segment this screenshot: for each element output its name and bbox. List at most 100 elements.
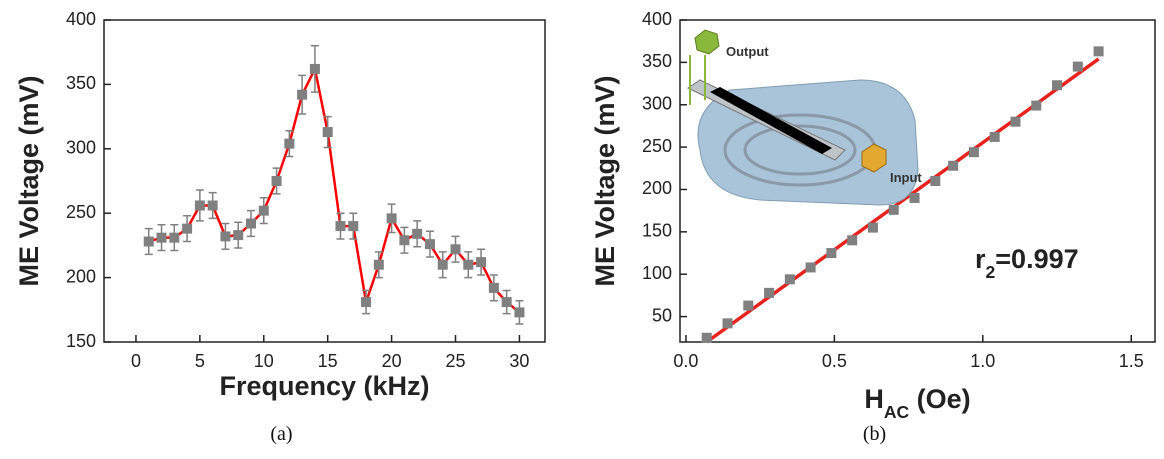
data-point (476, 257, 487, 268)
data-point (805, 262, 816, 273)
data-point (284, 138, 295, 149)
y-tick-label: 200 (66, 266, 96, 286)
x-tick-label: 0.5 (822, 351, 847, 371)
data-point (826, 248, 837, 259)
plot-frame (679, 19, 1156, 343)
y-tick-label: 50 (652, 305, 672, 325)
y-tick-label: 350 (642, 51, 672, 71)
x-tick-label: 20 (382, 351, 402, 371)
data-point (463, 259, 474, 270)
data-point (514, 307, 525, 318)
inset-magnet (710, 87, 832, 154)
y-tick-label: 250 (642, 136, 672, 156)
data-point (258, 205, 269, 216)
y-tick-label: 300 (66, 138, 96, 158)
data-point (847, 235, 858, 246)
data-point (424, 239, 435, 250)
data-point (361, 297, 372, 308)
data-point (722, 318, 733, 329)
data-line (148, 65, 521, 314)
data-point (182, 223, 193, 234)
data-point (169, 232, 180, 243)
data-point (867, 222, 878, 233)
label-part: (Oe) (909, 384, 971, 414)
data-point (412, 228, 423, 239)
y-tick-label: 400 (642, 9, 672, 29)
data-point (437, 259, 448, 270)
data-point (909, 192, 920, 203)
y-tick-label: 400 (66, 9, 96, 29)
data-point (1093, 46, 1104, 57)
y-axis-label: ME Voltage (mV) (14, 75, 44, 286)
data-point (1031, 100, 1042, 111)
y-tick-label: 350 (66, 73, 96, 93)
data-point (1072, 61, 1083, 72)
data-point (297, 89, 308, 100)
data-point (194, 200, 205, 211)
data-point (488, 282, 499, 293)
caption: (b) (863, 423, 886, 445)
data-point (930, 176, 941, 186)
x-tick-label: 5 (195, 351, 205, 371)
inset-wire (689, 55, 706, 105)
y-tick-label: 250 (66, 202, 96, 222)
data-point (220, 231, 231, 242)
axis-or-annotation-label: r2=0.997 (975, 244, 1079, 282)
data-point (322, 127, 333, 138)
data-point (743, 300, 754, 311)
data-point (1010, 116, 1021, 127)
data-point (1052, 80, 1063, 91)
label-part: 2 (986, 262, 996, 282)
axis-or-annotation-label: HAC (Oe) (864, 384, 970, 422)
data-point (335, 221, 346, 232)
label-part: r (975, 244, 986, 274)
data-point (207, 200, 218, 211)
y-tick-label: 300 (642, 93, 672, 113)
inset-input-icon (861, 143, 887, 173)
data-point (271, 176, 282, 186)
y-tick-label: 100 (642, 263, 672, 283)
y-axis-label: ME Voltage (mV) (590, 75, 620, 286)
data-point (701, 332, 712, 343)
x-axis-label: Frequency (kHz) (219, 371, 429, 401)
x-tick-label: 10 (254, 351, 274, 371)
data-point (156, 232, 167, 243)
inset: Output Input (686, 29, 922, 206)
x-tick-label: 1.0 (970, 351, 995, 371)
data-point (948, 160, 959, 171)
data-point (386, 213, 397, 224)
inset-label: Output (726, 44, 769, 59)
data-point (373, 259, 384, 270)
data-point (246, 218, 256, 229)
x-tick-label: 30 (509, 351, 529, 371)
y-tick-label: 150 (66, 331, 96, 351)
data-point (501, 297, 512, 308)
x-tick-label: 1.5 (1119, 351, 1144, 371)
data-point (233, 230, 244, 241)
inset-coil (743, 124, 857, 176)
data-point (968, 147, 979, 158)
data-point (143, 236, 154, 247)
x-tick-label: 0.0 (673, 351, 698, 371)
y-tick-label: 200 (642, 178, 672, 198)
data-point (764, 287, 775, 298)
inset-label: Input (890, 170, 922, 185)
plot-frame (103, 19, 546, 343)
label-part: H (864, 384, 884, 414)
x-tick-label: 15 (318, 351, 338, 371)
inset-output-icon (694, 29, 720, 55)
x-tick-label: 25 (446, 351, 466, 371)
data-point (450, 244, 461, 255)
data-point (989, 131, 1000, 142)
data-point (348, 221, 359, 232)
y-tick-label: 150 (642, 221, 672, 241)
x-tick-label: 0 (131, 351, 141, 371)
data-point (784, 274, 795, 285)
label-part: AC (884, 402, 910, 422)
data-point (399, 235, 410, 246)
caption: (a) (270, 423, 292, 445)
data-point (888, 204, 899, 215)
label-part: =0.997 (995, 244, 1078, 274)
data-point (309, 63, 320, 74)
